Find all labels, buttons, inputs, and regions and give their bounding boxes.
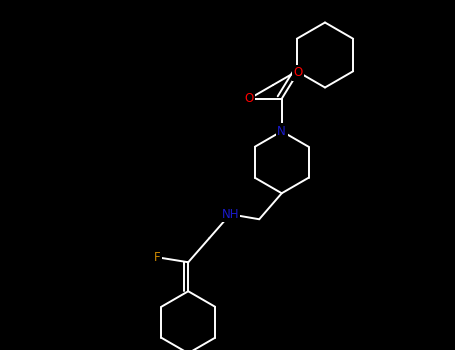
Text: N: N [278,125,286,138]
Text: NH: NH [222,208,239,221]
Text: F: F [154,251,161,264]
Text: O: O [245,92,254,105]
Text: O: O [293,66,303,79]
